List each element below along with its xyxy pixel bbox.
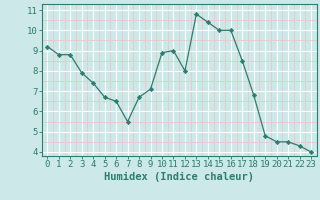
X-axis label: Humidex (Indice chaleur): Humidex (Indice chaleur): [104, 172, 254, 182]
